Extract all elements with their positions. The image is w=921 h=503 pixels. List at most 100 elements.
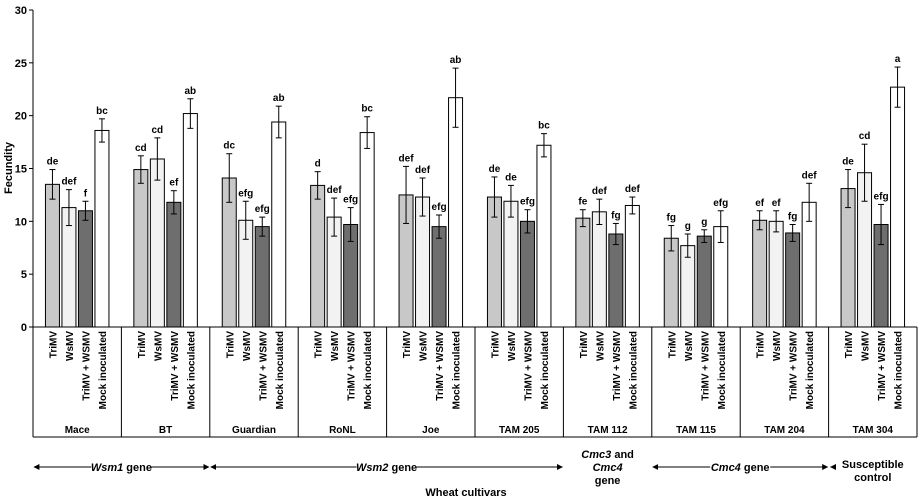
cultivar-label: Mace: [65, 425, 90, 436]
y-tick-label: 30: [15, 5, 27, 17]
cultivar-label: TAM 112: [588, 425, 628, 436]
significance-letter: fg: [611, 210, 620, 221]
series-tick-label: TriMV: [844, 331, 855, 359]
bar: [503, 200, 519, 328]
series-tick-label: TriMV + WSMV: [523, 331, 534, 401]
series-tick-label: WsMV: [595, 331, 606, 361]
series-tick-label: TriMV + WSMV: [612, 331, 623, 401]
significance-letter: efg: [238, 188, 253, 199]
bar: [166, 201, 182, 328]
gene-annotation: Wsm2 gene: [356, 462, 417, 474]
gene-annotation-line: Susceptible: [842, 459, 904, 471]
y-tick-label: 15: [15, 164, 27, 176]
bar: [840, 188, 856, 328]
significance-letter: def: [399, 153, 415, 164]
series-tick-label: WsMV: [507, 331, 518, 361]
series-tick-label: TriMV + WSMV: [81, 331, 92, 401]
significance-letter: efg: [713, 198, 728, 209]
significance-letter: d: [315, 159, 321, 170]
series-tick-label: Mock inoculated: [894, 331, 905, 409]
bar: [77, 210, 93, 328]
significance-letter: cd: [135, 143, 147, 154]
bar: [890, 86, 906, 328]
bar: [310, 184, 326, 328]
bar: [182, 113, 198, 328]
significance-letter: efg: [432, 202, 447, 213]
significance-letter: cd: [859, 131, 871, 142]
series-tick-label: TriMV: [490, 331, 501, 359]
series-tick-label: TriMV + WSMV: [258, 331, 269, 401]
significance-letter: def: [61, 177, 77, 188]
bar: [696, 235, 712, 328]
significance-letter: de: [842, 157, 854, 168]
cultivar-label: TAM 205: [499, 425, 540, 436]
significance-letter: efg: [874, 191, 889, 202]
significance-letter: ef: [169, 178, 179, 189]
bar: [133, 169, 149, 328]
cultivar-label: BT: [159, 425, 172, 436]
significance-letter: ab: [273, 93, 285, 104]
significance-letter: fg: [788, 212, 797, 223]
y-tick-label: 20: [15, 111, 27, 123]
significance-letter: ab: [450, 55, 462, 66]
series-tick-label: WsMV: [242, 331, 253, 361]
series-tick-label: TriMV: [48, 331, 59, 359]
significance-letter: def: [415, 165, 431, 176]
bar: [785, 232, 801, 328]
series-tick-label: WsMV: [153, 331, 164, 361]
series-tick-label: TriMV: [137, 331, 148, 359]
y-tick-label: 0: [21, 322, 27, 334]
significance-letter: fe: [578, 197, 587, 208]
series-tick-label: Mock inoculated: [628, 331, 639, 409]
significance-letter: efg: [520, 197, 535, 208]
gene-annotation: Wsm1 gene: [91, 462, 152, 474]
significance-letter: f: [84, 188, 88, 199]
bar: [519, 220, 535, 328]
cultivar-label: Joe: [422, 425, 440, 436]
series-tick-label: TriMV + WSMV: [435, 331, 446, 401]
series-tick-label: WsMV: [861, 331, 872, 361]
significance-letter: efg: [255, 204, 270, 215]
significance-letter: def: [592, 186, 608, 197]
series-tick-label: Mock inoculated: [98, 331, 109, 409]
gene-annotation-line: Cmc4: [593, 462, 623, 474]
bar: [431, 226, 447, 328]
series-tick-label: TriMV + WSMV: [789, 331, 800, 401]
series-tick-label: Mock inoculated: [717, 331, 728, 409]
series-tick-label: Mock inoculated: [805, 331, 816, 409]
bar: [768, 220, 784, 328]
series-tick-label: TriMV: [579, 331, 590, 359]
significance-letter: g: [685, 221, 691, 232]
bar: [359, 132, 375, 328]
bar: [608, 233, 624, 328]
significance-letter: bc: [96, 106, 108, 117]
bar: [624, 204, 640, 328]
significance-letter: dc: [223, 141, 235, 152]
significance-letter: a: [895, 54, 901, 65]
cultivar-label: TAM 115: [676, 425, 716, 436]
series-tick-label: TriMV: [402, 331, 413, 359]
series-tick-label: TriMV + WSMV: [877, 331, 888, 401]
significance-letter: def: [802, 170, 818, 181]
significance-letter: ef: [772, 198, 782, 209]
significance-letter: cd: [152, 125, 164, 136]
series-tick-label: WsMV: [419, 331, 430, 361]
y-tick-label: 10: [15, 216, 27, 228]
y-axis-label: Fecundity: [3, 141, 15, 194]
series-tick-label: WsMV: [772, 331, 783, 361]
bar: [254, 226, 270, 328]
series-tick-label: Mock inoculated: [540, 331, 551, 409]
series-tick-label: WsMV: [330, 331, 341, 361]
gene-annotation-line: Cmc3 and: [581, 449, 634, 461]
y-tick-label: 25: [15, 58, 27, 70]
significance-letter: bc: [538, 121, 550, 132]
significance-letter: bc: [361, 104, 373, 115]
significance-letter: de: [489, 164, 501, 175]
gene-annotation-line: gene: [595, 475, 621, 487]
series-tick-label: TriMV + WSMV: [170, 331, 181, 401]
significance-letter: def: [327, 185, 343, 196]
cultivar-label: TAM 204: [764, 425, 805, 436]
bar: [94, 129, 110, 328]
cultivar-label: TAM 304: [853, 425, 894, 436]
